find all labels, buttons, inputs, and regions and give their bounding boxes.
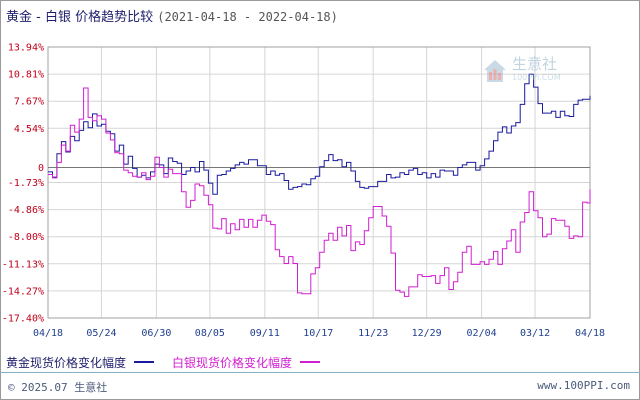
- legend-item-gold: 黄金现货价格变化幅度: [6, 354, 155, 371]
- y-tick-label: -4.86%: [8, 205, 44, 216]
- y-tick-label: -17.40%: [2, 314, 44, 325]
- footer: © 2025.07 生意社 www.100PPI.com: [0, 373, 640, 399]
- y-tick-label: 0: [38, 163, 44, 174]
- y-tick-label: -1.73%: [8, 178, 44, 189]
- x-tick-label: 03/12: [520, 328, 550, 339]
- y-tick-label: 10.81%: [8, 70, 44, 81]
- y-tick-label: -14.27%: [2, 286, 44, 297]
- y-tick-label: 7.67%: [14, 97, 44, 108]
- x-tick-label: 09/11: [250, 328, 280, 339]
- legend-swatch-gold: [134, 361, 155, 363]
- footer-copyright: © 2025.07 生意社: [8, 381, 108, 394]
- x-tick-label: 10/17: [303, 328, 333, 339]
- house-logo-icon: [484, 60, 506, 82]
- chart-grid: [47, 46, 591, 319]
- x-axis-ticks: 04/18 05/24 06/30 08/05 09/11 10/17 11/23 12/29…: [33, 328, 605, 339]
- chart-title: 黄金 - 白银 价格趋势比较 (2021-04-18 - 2022-04-18): [6, 6, 338, 25]
- watermark-logo: 生意社 100PPI.COM: [482, 56, 574, 86]
- y-tick-label: -8.00%: [8, 232, 44, 243]
- footer-site-link[interactable]: www.100PPI.com: [537, 379, 630, 392]
- legend-swatch-silver: [300, 361, 321, 363]
- x-tick-label: 04/18: [33, 328, 63, 339]
- x-tick-label: 06/30: [141, 328, 171, 339]
- watermark-text: 生意社: [512, 55, 558, 73]
- chart-title-main: 黄金 - 白银 价格趋势比较: [6, 10, 154, 25]
- y-tick-label: 4.54%: [14, 124, 44, 135]
- x-tick-label: 11/23: [358, 328, 388, 339]
- y-axis-ticks: 13.94% 10.81% 7.67% 4.54% 0 -1.73% -4.86% -8.00…: [2, 43, 44, 325]
- x-tick-label: 08/05: [195, 328, 225, 339]
- x-tick-label: 12/29: [412, 328, 442, 339]
- y-tick-label: 13.94%: [8, 43, 44, 54]
- y-tick-label: -11.13%: [2, 259, 44, 270]
- gold-series-line: [48, 73, 591, 195]
- legend-label-gold: 黄金现货价格变化幅度: [6, 355, 127, 370]
- watermark-sub: 100PPI.COM: [512, 73, 561, 82]
- footer-divider: [0, 372, 640, 373]
- silver-series-line: [48, 87, 591, 297]
- x-tick-label: 05/24: [86, 328, 116, 339]
- legend-item-silver: 白银现货价格变化幅度: [172, 354, 321, 371]
- series-layer: [48, 73, 591, 297]
- x-tick-label: 04/18: [575, 328, 605, 339]
- plot-area-border: [47, 46, 591, 319]
- legend: 黄金现货价格变化幅度 白银现货价格变化幅度: [6, 354, 338, 370]
- x-tick-label: 02/04: [467, 328, 497, 339]
- chart-title-range: (2021-04-18 - 2022-04-18): [157, 10, 338, 24]
- legend-label-silver: 白银现货价格变化幅度: [172, 355, 293, 370]
